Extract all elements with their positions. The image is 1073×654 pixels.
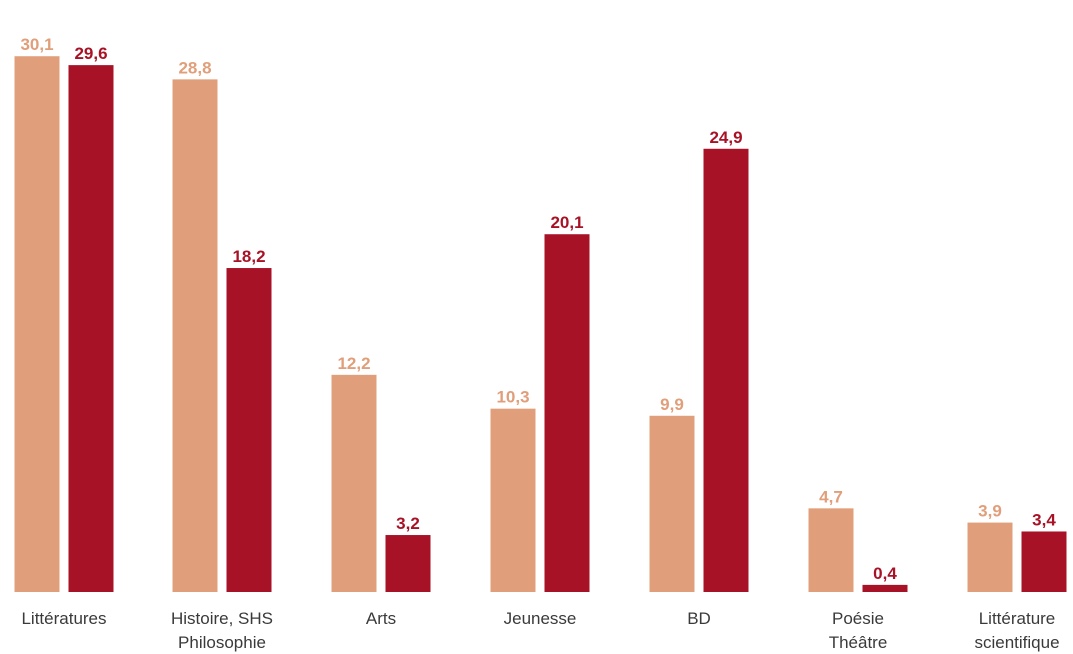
bar-series2-cat5: [703, 148, 749, 592]
bar-series1-cat7: [967, 522, 1013, 592]
category-label: BD: [687, 609, 711, 628]
category-label: Jeunesse: [504, 609, 577, 628]
data-label: 18,2: [232, 247, 265, 266]
bar-series2-cat2: [226, 268, 272, 592]
data-label: 3,9: [978, 502, 1002, 521]
bar-series2-cat1: [68, 65, 114, 593]
data-label: 0,4: [873, 564, 897, 583]
bar-series1-cat3: [331, 374, 377, 592]
category-label: Arts: [366, 609, 396, 628]
data-label: 12,2: [337, 354, 370, 373]
data-label: 29,6: [74, 44, 107, 63]
category-label: Poésie Théâtre: [829, 609, 888, 652]
data-label: 10,3: [496, 388, 529, 407]
bar-series1-cat5: [649, 415, 695, 592]
bar-series1-cat1: [14, 56, 60, 593]
data-label: 3,2: [396, 514, 420, 533]
bar-series1-cat4: [490, 408, 536, 592]
bar-series2-cat7: [1021, 531, 1067, 592]
category-label: Littératures: [21, 609, 106, 628]
bar-series2-cat4: [544, 234, 590, 592]
data-label: 9,9: [660, 395, 684, 414]
data-label: 3,4: [1032, 510, 1056, 529]
data-label: 30,1: [20, 35, 53, 54]
bar-series2-cat3: [385, 535, 431, 592]
category-labels-layer: Littératures Histoire, SHS Philosophie Arts…: [21, 609, 1059, 652]
data-label: 20,1: [550, 213, 583, 232]
bar-series1-cat2: [172, 79, 218, 593]
category-label: Littérature scientifique: [974, 609, 1059, 652]
value-labels-layer: 30,1 29,6 28,8 18,2 12,2 3,2 10,3 20,1 9,9 24,9 4,…: [20, 35, 1056, 583]
bar-series2-cat6: [862, 584, 908, 592]
bars-layer: [14, 56, 1067, 593]
category-label: Histoire, SHS Philosophie: [171, 609, 273, 652]
data-label: 4,7: [819, 487, 843, 506]
bar-series1-cat6: [808, 508, 854, 592]
data-label: 28,8: [178, 58, 211, 77]
data-label: 24,9: [709, 128, 742, 147]
